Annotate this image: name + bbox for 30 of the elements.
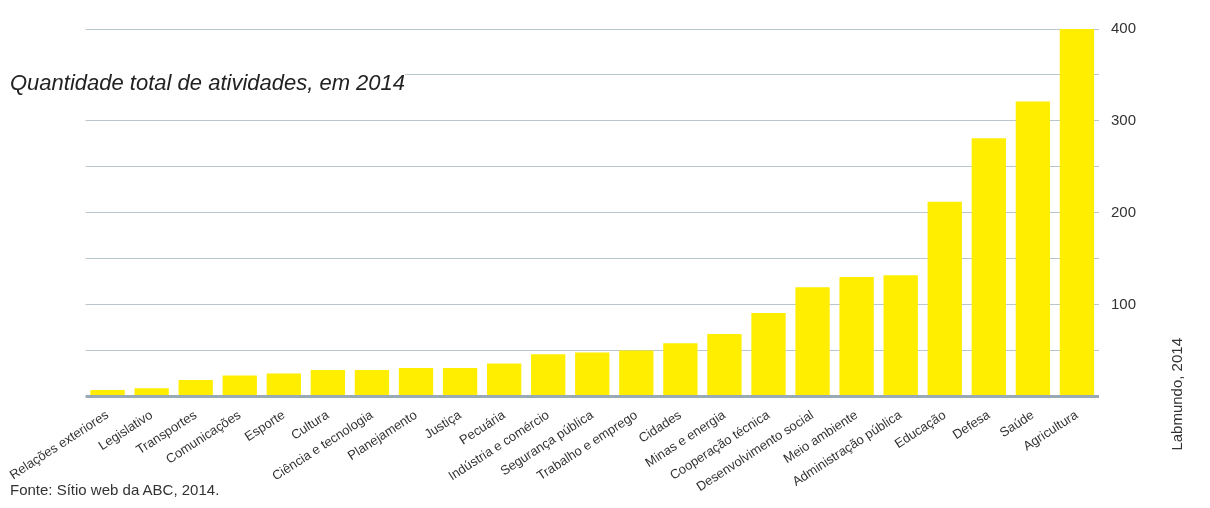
bar	[134, 388, 169, 396]
bar	[398, 368, 434, 396]
y-tick-label: 300	[1110, 111, 1136, 129]
bar	[310, 369, 346, 396]
bar	[222, 375, 257, 396]
bar	[883, 275, 918, 396]
bar	[178, 380, 213, 396]
bar	[795, 287, 830, 396]
text: Labmundo, 2014	[1168, 338, 1185, 451]
bar	[575, 352, 610, 396]
bar	[751, 312, 786, 396]
y-tick-label: 100	[1110, 294, 1136, 312]
bar	[927, 201, 962, 396]
bar	[266, 373, 301, 396]
bar	[354, 369, 390, 396]
bar	[486, 363, 522, 396]
bar	[839, 277, 874, 396]
y-tick-label: 400	[1110, 19, 1136, 37]
bar	[1015, 101, 1051, 396]
bar	[90, 390, 125, 396]
bar	[707, 334, 742, 396]
bar	[1059, 29, 1095, 396]
source-note: Fonte: Sítio web da ABC, 2014.	[10, 481, 220, 498]
bar	[619, 350, 654, 396]
bar	[442, 368, 478, 396]
bar	[531, 354, 566, 396]
y-tick-label: 200	[1110, 202, 1136, 220]
bar	[971, 138, 1006, 396]
bar	[663, 343, 698, 396]
text: Quantidade total de atividades, em 2014	[10, 70, 406, 96]
